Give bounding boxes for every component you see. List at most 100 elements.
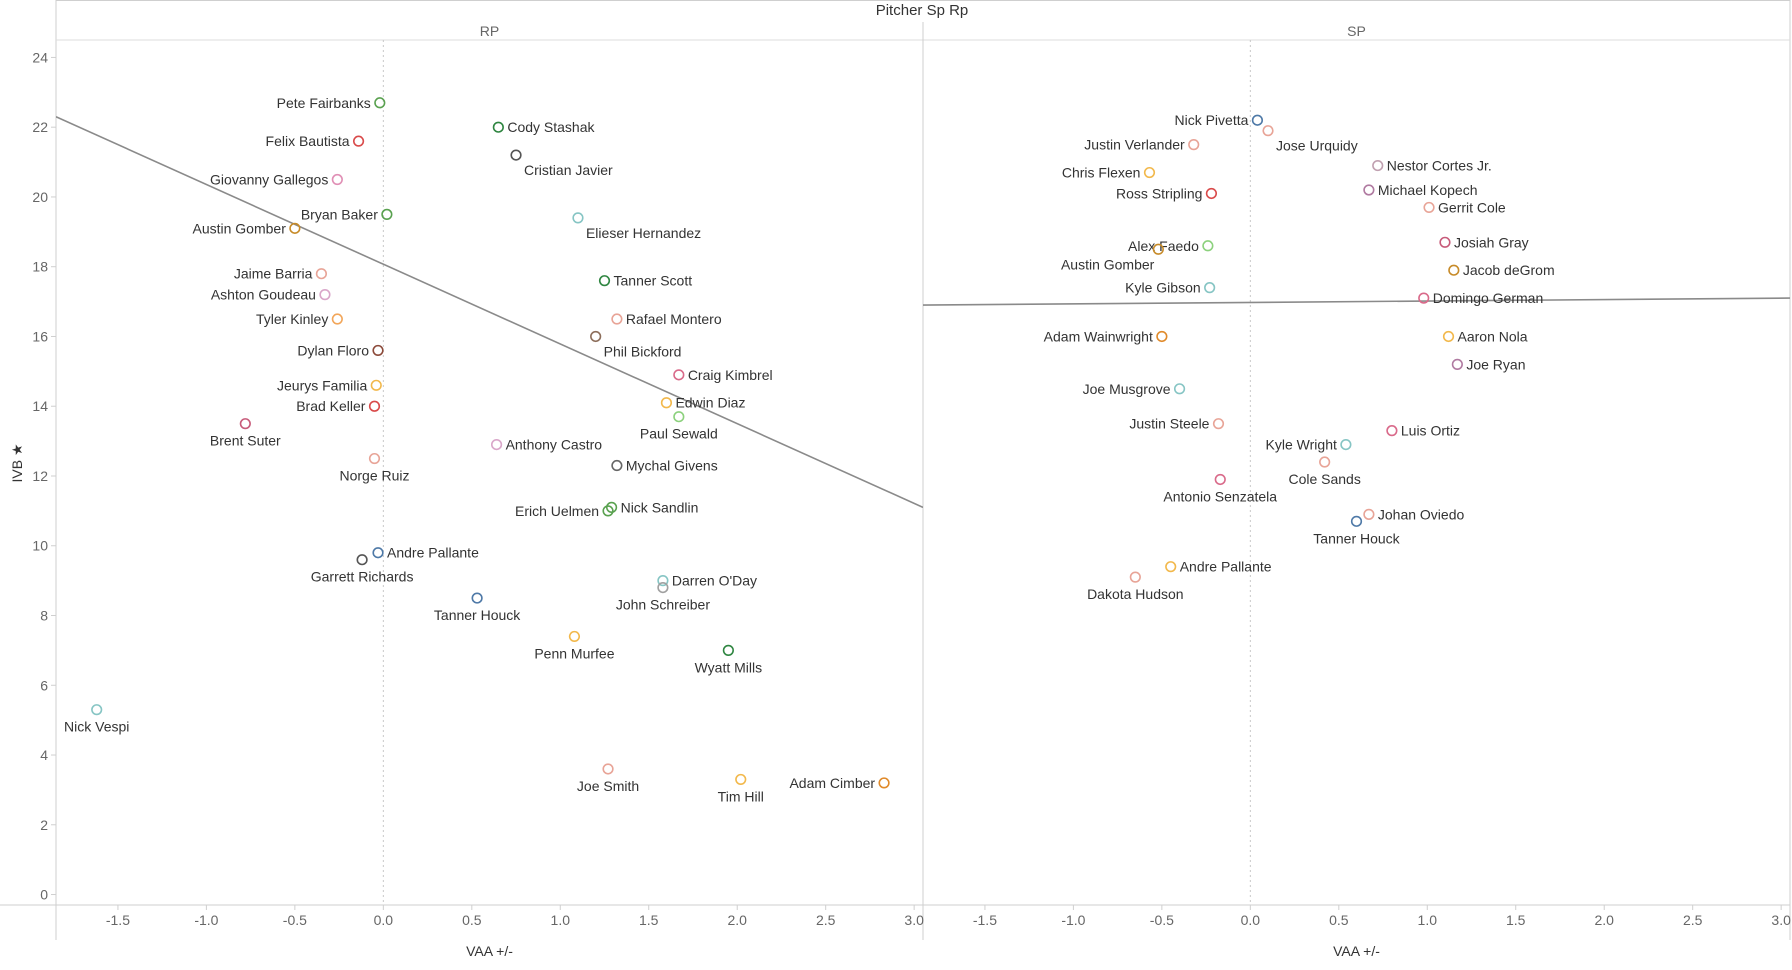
data-point — [1372, 159, 1384, 172]
x-tick-label: -0.5 — [1150, 912, 1174, 928]
point-label: Edwin Diaz — [675, 395, 745, 411]
point-label: Antonio Senzatela — [1163, 488, 1277, 504]
data-point — [239, 418, 251, 430]
data-point — [510, 149, 522, 161]
point-label: Michael Kopech — [1378, 182, 1478, 198]
x-tick-label: 0.0 — [374, 912, 394, 928]
point-label: Ashton Goudeau — [211, 287, 316, 303]
point-label: Nick Sandlin — [621, 499, 699, 515]
data-point — [356, 554, 368, 566]
x-tick-label: 3.0 — [1771, 912, 1791, 928]
data-point — [91, 704, 103, 716]
chart-title: Pitcher Sp Rp — [876, 2, 969, 19]
x-tick-label: 2.5 — [1683, 912, 1703, 928]
y-tick-label: 14 — [32, 398, 48, 414]
panel-header: RP — [480, 23, 499, 39]
data-point — [315, 268, 328, 280]
point-label: Mychal Givens — [626, 458, 718, 474]
data-point — [598, 275, 611, 287]
point-label: Kyle Wright — [1266, 437, 1337, 453]
data-point — [1212, 418, 1225, 430]
point-label: Jaime Barria — [234, 266, 313, 282]
point-label: Brent Suter — [210, 433, 281, 449]
data-point — [602, 505, 614, 517]
point-label: Luis Ortiz — [1401, 423, 1460, 439]
point-label: Felix Bautista — [266, 133, 350, 149]
data-point — [657, 575, 669, 587]
panel-header: SP — [1347, 23, 1366, 39]
data-point — [1214, 473, 1226, 486]
data-point — [374, 97, 386, 109]
data-point — [1448, 264, 1460, 276]
x-tick-label: 1.0 — [551, 912, 571, 928]
data-point — [590, 330, 602, 343]
data-point — [372, 547, 384, 559]
data-point — [368, 452, 381, 465]
data-point — [673, 411, 685, 423]
point-label: Justin Verlander — [1084, 137, 1185, 153]
panel-sp: SP -1.5 -1.0 -0.5 0.0 0.5 1.0 1.5 2.0 2.5 3.0 VAA +… — [923, 23, 1791, 959]
data-point — [1129, 571, 1141, 583]
data-point — [657, 582, 669, 594]
point-label: Adam Wainwright — [1044, 328, 1153, 344]
y-tick-label: 4 — [40, 747, 48, 763]
point-label: Cole Sands — [1288, 471, 1360, 487]
point-label: Justin Steele — [1129, 416, 1209, 432]
y-tick-label: 2 — [40, 817, 48, 833]
point-label: Ross Stripling — [1116, 185, 1202, 201]
point-label: Joe Musgrove — [1083, 381, 1171, 397]
data-point — [381, 208, 393, 220]
point-label: Andre Pallante — [1180, 559, 1272, 575]
y-tick-label: 6 — [40, 677, 48, 693]
x-tick-label: -1.0 — [1061, 912, 1085, 928]
data-point — [611, 313, 623, 325]
data-point — [370, 379, 382, 391]
trend-line — [56, 116, 923, 509]
data-point — [372, 344, 384, 357]
x-tick-label: 2.0 — [727, 912, 747, 928]
x-axis-title: VAA +/- — [1333, 943, 1380, 959]
x-tick-label: 2.5 — [816, 912, 836, 928]
data-point — [568, 630, 581, 643]
y-tick-label: 22 — [32, 119, 48, 135]
data-point — [1173, 383, 1186, 395]
point-label: Erich Uelmen — [515, 503, 599, 519]
data-point — [1156, 330, 1168, 343]
data-point — [1423, 201, 1435, 214]
data-point — [331, 313, 343, 325]
data-point — [1418, 292, 1430, 304]
point-label: Austin Gomber — [192, 220, 286, 236]
point-label: Tanner Houck — [434, 607, 521, 623]
y-tick-label: 16 — [32, 328, 48, 344]
point-label: Giovanny Gallegos — [210, 172, 328, 188]
data-point — [1340, 438, 1352, 451]
point-label: Dylan Floro — [297, 342, 369, 358]
point-label: Joe Ryan — [1466, 356, 1525, 372]
point-label: Phil Bickford — [604, 343, 682, 359]
data-point — [1152, 243, 1164, 255]
point-label: Aaron Nola — [1458, 328, 1528, 344]
y-tick-label: 12 — [32, 468, 48, 484]
point-label: Domingo German — [1433, 290, 1544, 306]
x-tick-label: 1.5 — [639, 912, 659, 928]
y-tick-label: 24 — [32, 49, 48, 65]
x-tick-label: 0.0 — [1241, 912, 1261, 928]
data-point — [492, 121, 504, 133]
data-point — [1386, 425, 1398, 437]
data-point — [289, 222, 301, 234]
data-point — [1188, 139, 1200, 151]
point-label: Chris Flexen — [1062, 165, 1141, 181]
point-label: Rafael Montero — [626, 311, 722, 327]
point-label: Josiah Gray — [1454, 234, 1529, 250]
trend-line — [923, 297, 1790, 306]
data-point — [1165, 561, 1177, 573]
point-label: Cristian Javier — [524, 162, 613, 178]
data-point — [722, 644, 734, 656]
data-point — [1363, 508, 1375, 520]
y-tick-label: 18 — [32, 259, 48, 275]
point-label: Nestor Cortes Jr. — [1387, 158, 1492, 174]
x-tick-label: -1.5 — [106, 912, 130, 928]
point-label: John Schreiber — [616, 597, 711, 613]
point-label: Darren O'Day — [672, 573, 757, 589]
x-tick-label: -1.5 — [973, 912, 997, 928]
